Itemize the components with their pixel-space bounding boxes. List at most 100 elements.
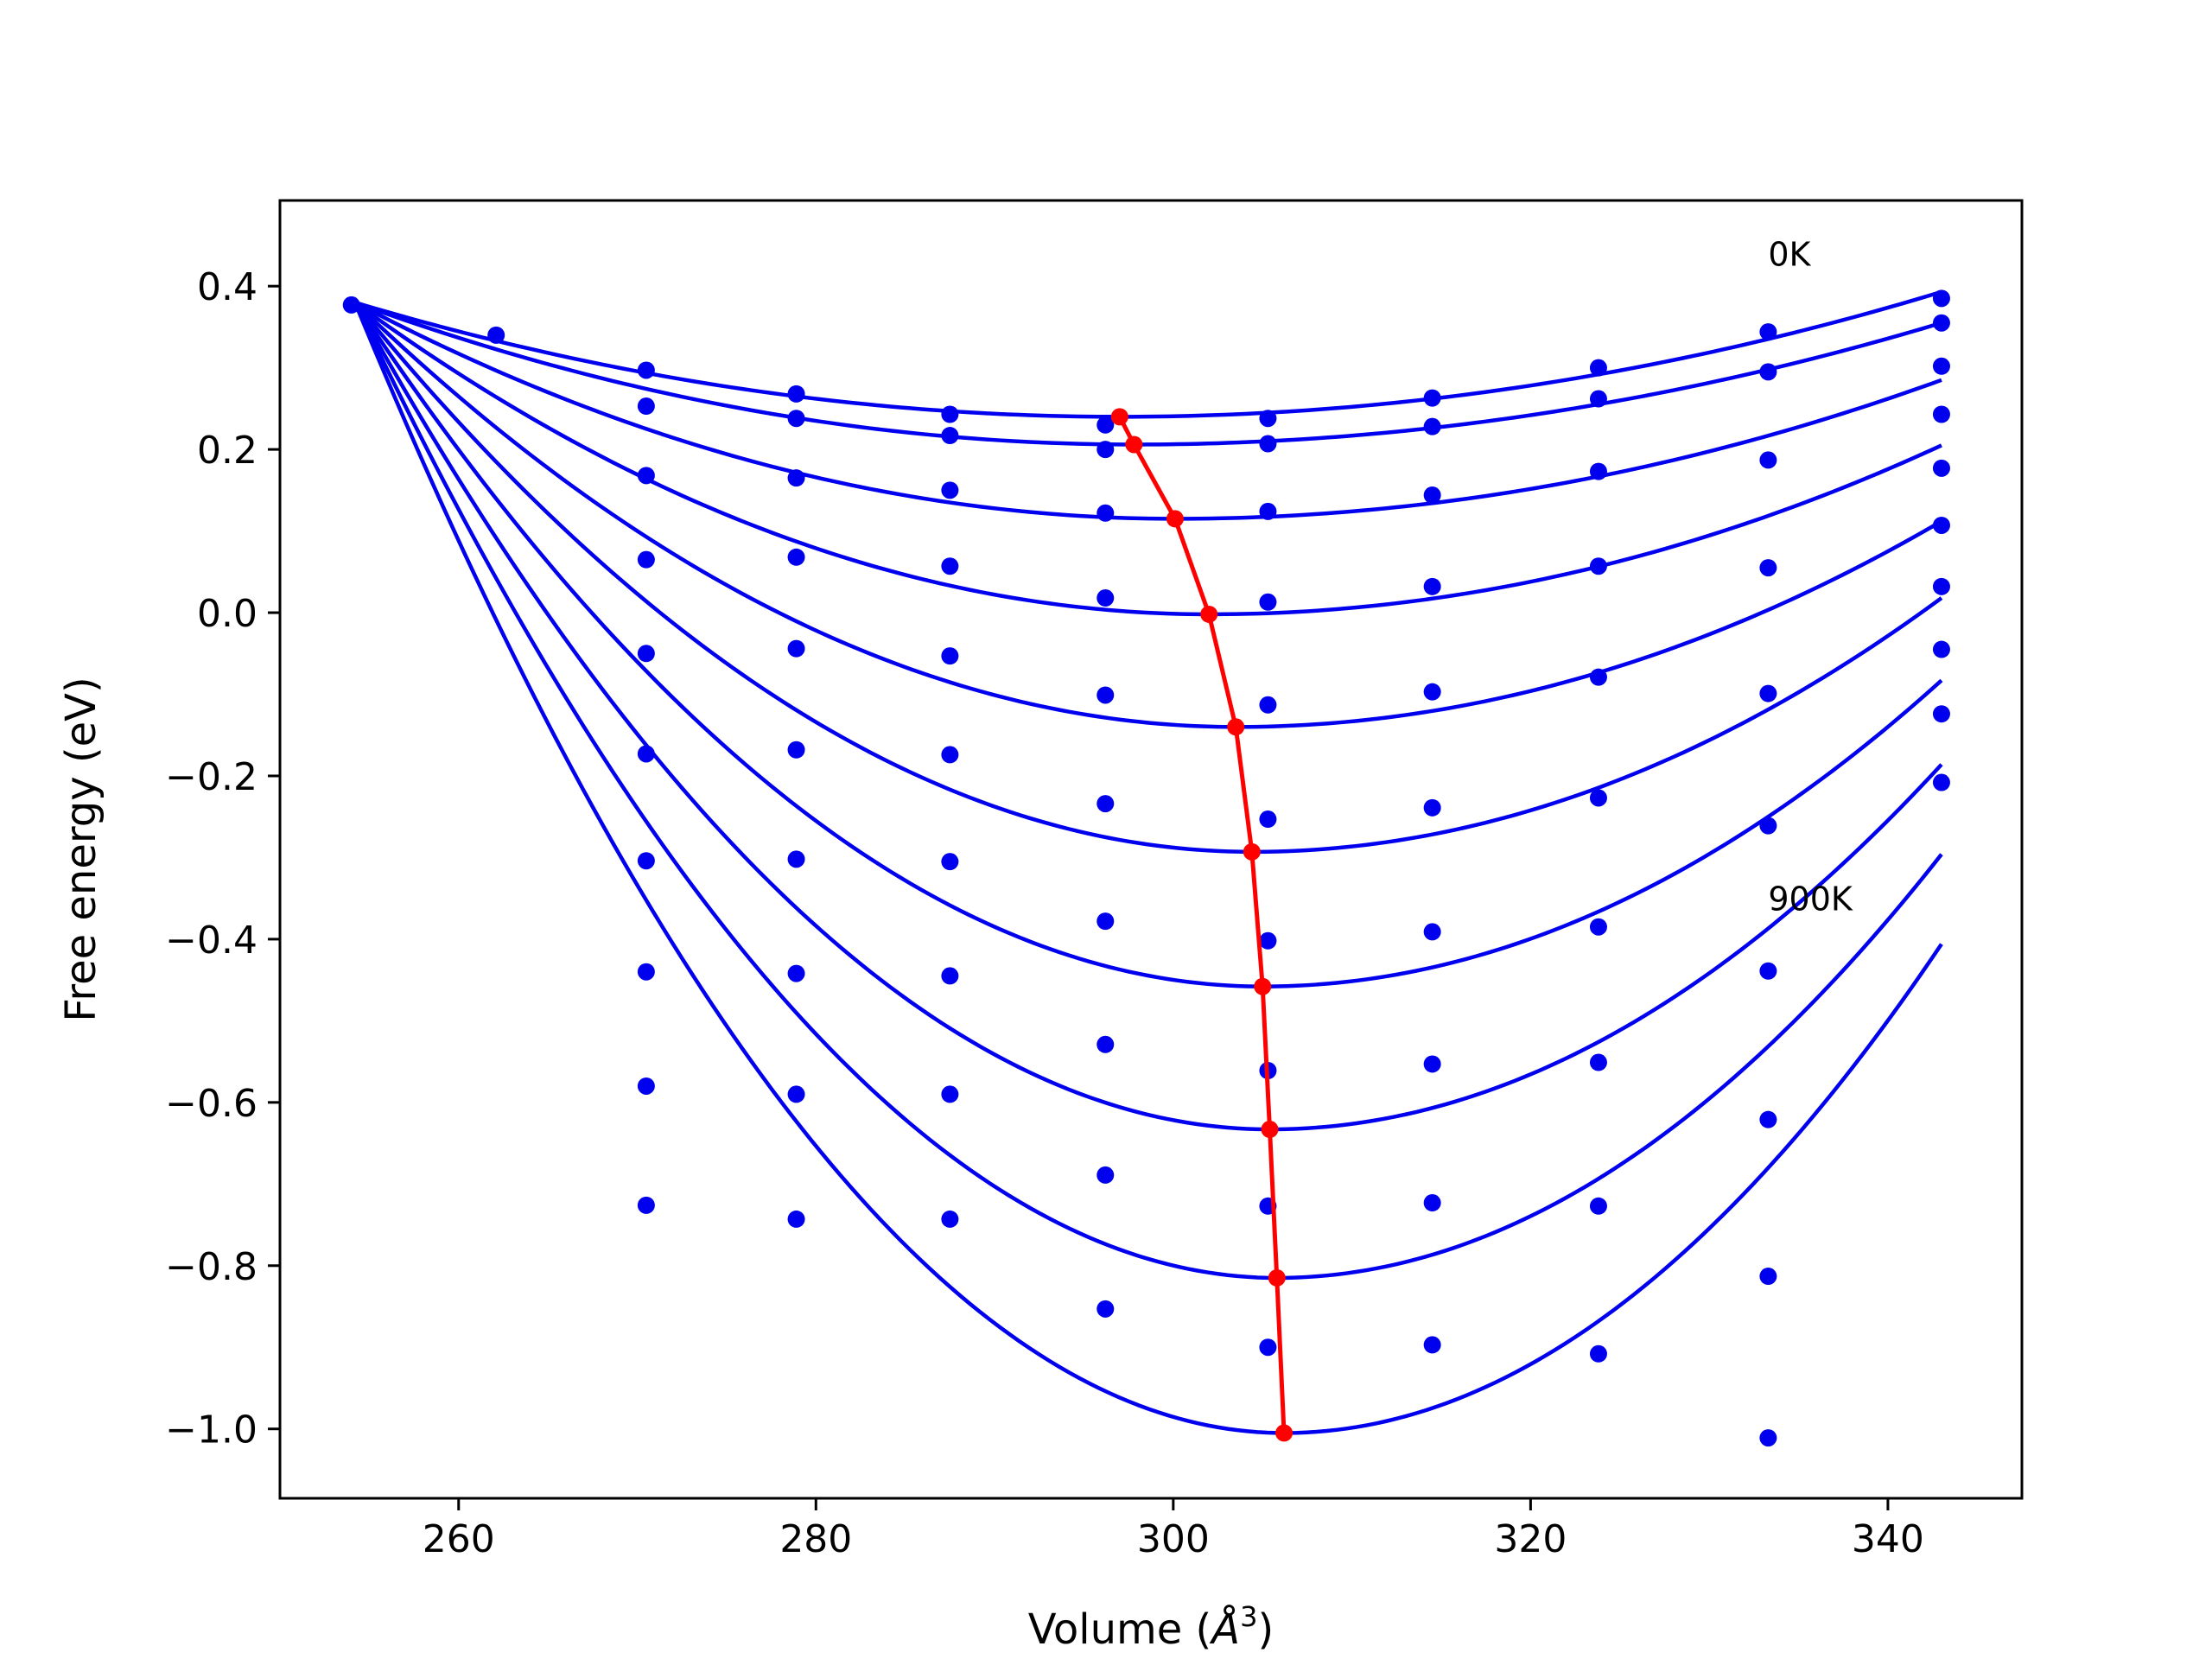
data-point-200K-5	[1423, 486, 1441, 505]
data-point-100K-0	[637, 397, 655, 416]
fit-curves	[353, 289, 1943, 1435]
data-point-700K-8	[1932, 640, 1950, 658]
minimum-point-0K	[1110, 408, 1128, 426]
data-point-500K-0	[637, 745, 655, 763]
minima-path	[1110, 408, 1294, 1442]
data-point-400K-1	[787, 639, 805, 658]
data-point-0K-9	[1759, 323, 1777, 341]
x-tick-label-3: 320	[1494, 1517, 1567, 1561]
data-point-300K-8	[1932, 405, 1950, 423]
data-point-400K-2	[941, 647, 959, 665]
data-point-600K-4	[1259, 931, 1277, 950]
minima-line	[1117, 416, 1287, 1433]
data-point-0K-0	[342, 296, 360, 314]
data-point-0K-2	[637, 361, 655, 379]
data-point-0K-10	[1932, 289, 1950, 308]
data-point-600K-8	[1932, 577, 1950, 595]
fit-curve-200K	[353, 301, 1942, 521]
y-tick-label-3: −0.2	[165, 755, 257, 799]
x-tick-label-2: 300	[1137, 1517, 1210, 1561]
minimum-point-600K	[1254, 977, 1272, 995]
data-point-900K-2	[941, 1210, 959, 1228]
fit-curve-300K	[353, 301, 1942, 617]
y-tick-label-1: 0.2	[197, 429, 257, 473]
plot-frame	[278, 199, 2024, 1500]
data-point-700K-3	[1096, 1035, 1115, 1053]
data-point-300K-3	[1096, 589, 1115, 607]
data-point-400K-8	[1932, 459, 1950, 477]
minimum-point-800K	[1268, 1268, 1286, 1287]
minimum-point-200K	[1166, 510, 1184, 528]
data-point-400K-3	[1096, 686, 1115, 704]
data-point-700K-5	[1423, 1055, 1441, 1073]
data-point-400K-5	[1423, 683, 1441, 701]
data-point-300K-0	[637, 550, 655, 569]
data-point-200K-0	[637, 467, 655, 485]
data-point-300K-5	[1423, 577, 1441, 595]
data-point-500K-4	[1259, 810, 1277, 829]
minimum-point-500K	[1243, 842, 1261, 861]
minimum-point-400K	[1227, 718, 1245, 736]
data-point-600K-3	[1096, 912, 1115, 931]
data-point-900K-6	[1589, 1344, 1607, 1363]
data-point-900K-5	[1423, 1336, 1441, 1354]
data-point-800K-3	[1096, 1166, 1115, 1184]
fit-curve-600K	[353, 301, 1943, 988]
minimum-point-900K	[1275, 1424, 1294, 1442]
data-point-200K-4	[1259, 502, 1277, 520]
data-point-600K-1	[787, 850, 805, 868]
data-point-800K-8	[1932, 705, 1950, 723]
data-point-300K-1	[787, 548, 805, 566]
data-point-500K-2	[941, 746, 959, 764]
x-tick-label-1: 280	[779, 1517, 852, 1561]
fit-curve-400K	[353, 301, 1943, 729]
data-point-600K-7	[1759, 962, 1777, 980]
data-point-700K-2	[941, 967, 959, 985]
data-point-800K-7	[1759, 1268, 1777, 1286]
data-point-200K-6	[1589, 462, 1607, 480]
y-axis-label: Free energy (eV)	[57, 677, 105, 1021]
minimum-point-100K	[1125, 435, 1143, 454]
y-tick-label-4: −0.4	[165, 918, 257, 963]
data-point-700K-7	[1759, 1110, 1777, 1128]
y-tick-label-7: −1.0	[165, 1408, 257, 1452]
data-point-500K-5	[1423, 798, 1441, 817]
data-point-0K-4	[941, 405, 959, 423]
x-axis-label: Volume (Å3)	[1028, 1600, 1274, 1654]
data-point-500K-6	[1589, 789, 1607, 807]
x-tick-label-4: 340	[1852, 1517, 1924, 1561]
data-point-100K-3	[1096, 441, 1115, 459]
data-point-900K-8	[1932, 773, 1950, 791]
data-point-800K-0	[637, 1077, 655, 1095]
fit-curve-800K	[353, 302, 1943, 1281]
data-point-0K-3	[787, 385, 805, 403]
data-point-300K-7	[1759, 559, 1777, 577]
data-point-800K-1	[787, 1085, 805, 1103]
data-point-100K-8	[1932, 314, 1950, 332]
data-point-500K-7	[1759, 817, 1777, 835]
data-point-400K-4	[1259, 696, 1277, 714]
data-point-0K-5	[1096, 416, 1115, 434]
data-point-800K-2	[941, 1085, 959, 1103]
data-point-100K-2	[941, 427, 959, 445]
fit-curve-700K	[353, 301, 1943, 1132]
minimum-point-700K	[1261, 1121, 1279, 1139]
data-point-300K-4	[1259, 593, 1277, 611]
fit-curve-900K	[353, 302, 1943, 1435]
data-point-0K-6	[1259, 410, 1277, 428]
data-point-700K-6	[1589, 1053, 1607, 1071]
data-point-300K-2	[941, 557, 959, 575]
data-point-200K-1	[787, 469, 805, 487]
data-point-800K-5	[1423, 1194, 1441, 1212]
fit-curve-500K	[353, 301, 1943, 855]
data-point-900K-0	[637, 1196, 655, 1214]
fit-curve-100K	[354, 300, 1942, 447]
data-point-100K-4	[1259, 435, 1277, 453]
data-point-400K-6	[1589, 668, 1607, 686]
data-point-200K-8	[1932, 357, 1950, 375]
data-point-600K-0	[637, 852, 655, 870]
annotation-0: 0K	[1768, 235, 1811, 273]
data-point-400K-7	[1759, 684, 1777, 702]
data-point-600K-2	[941, 853, 959, 871]
